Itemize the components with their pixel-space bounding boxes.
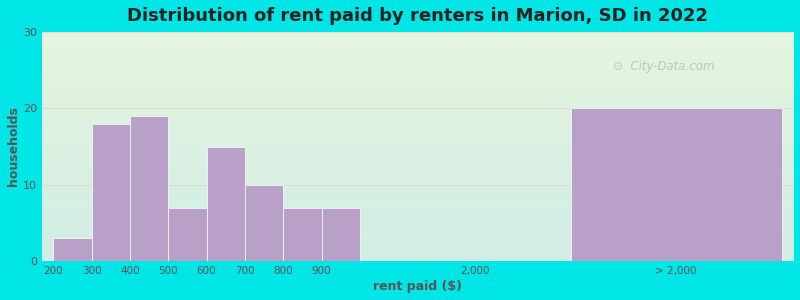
Bar [322, 208, 360, 261]
Text: ⊙  City-Data.com: ⊙ City-Data.com [613, 60, 714, 73]
X-axis label: rent paid ($): rent paid ($) [373, 280, 462, 293]
Bar [54, 238, 91, 261]
Bar [91, 124, 130, 261]
Title: Distribution of rent paid by renters in Marion, SD in 2022: Distribution of rent paid by renters in … [127, 7, 708, 25]
Bar [570, 108, 782, 261]
Bar [130, 116, 168, 261]
Bar [245, 185, 283, 261]
Bar [206, 146, 245, 261]
Y-axis label: households: households [7, 106, 20, 187]
Bar [168, 208, 206, 261]
Bar [283, 208, 322, 261]
